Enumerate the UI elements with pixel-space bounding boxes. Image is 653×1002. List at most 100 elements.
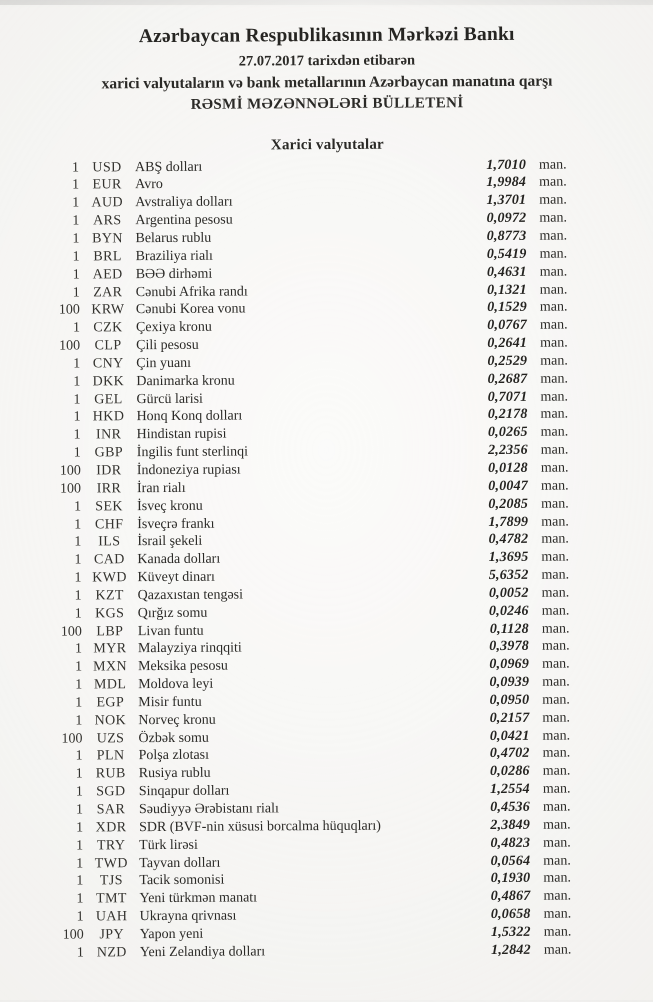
rate-quantity: 1: [73, 409, 81, 425]
rate-value: 0,0421: [489, 728, 530, 744]
rate-quantity: 1: [74, 517, 82, 533]
rate-unit: man.: [542, 817, 571, 833]
currency-name: Braziliya rialı: [135, 248, 213, 265]
rate-value: 1,9984: [486, 175, 527, 191]
rate-unit: man.: [542, 763, 571, 780]
currency-name: Cənubi Afrika randı: [135, 284, 248, 300]
rate-value: 1,7899: [488, 514, 529, 530]
rate-unit: man.: [543, 942, 572, 958]
currency-name: Meksika pesosu: [138, 658, 228, 675]
rate-quantity: 1: [72, 285, 80, 301]
currency-name: İngilis funt sterlinqi: [136, 444, 249, 461]
rate-unit: man.: [543, 835, 571, 851]
rate-value: 0,0047: [488, 478, 529, 494]
rate-value: 0,8773: [486, 228, 527, 245]
rate-quantity: 1: [72, 267, 80, 283]
currency-code: CHF: [94, 516, 124, 532]
rate-unit: man.: [539, 264, 568, 280]
rate-value: 0,0246: [488, 603, 529, 619]
rate-unit: man.: [541, 496, 569, 512]
currency-name: Belarus rublu: [135, 230, 212, 247]
rate-value: 0,0969: [489, 657, 530, 673]
rate-quantity: 1: [75, 713, 83, 729]
rate-value: 1,3701: [486, 193, 527, 209]
rate-quantity: 1: [75, 677, 83, 693]
rate-unit: man.: [540, 406, 569, 423]
rate-quantity: 1: [72, 320, 81, 336]
rate-unit: man.: [540, 335, 568, 351]
rate-unit: man.: [539, 282, 568, 298]
rate-quantity: 1: [76, 945, 84, 961]
rate-unit: man.: [539, 210, 567, 226]
rate-unit: man.: [539, 246, 568, 262]
rate-unit: man.: [543, 853, 571, 869]
rate-quantity: 1: [74, 641, 83, 657]
bank-title: Azərbaycan Respublikasının Mərkəzi Bankı: [138, 23, 515, 48]
rate-value: 0,4782: [488, 532, 529, 548]
rate-quantity: 1: [74, 570, 82, 586]
currency-code: AUD: [91, 195, 124, 211]
currency-code: MDL: [93, 677, 127, 693]
currency-name: Səudiyyə Ərəbistanı rialı: [138, 801, 279, 818]
rate-value: 0,2178: [487, 407, 528, 423]
section-title-foreign-currencies: Xarici valyutalar: [270, 136, 384, 153]
rate-unit: man.: [542, 781, 571, 797]
rate-quantity: 1: [76, 838, 84, 854]
rate-value: 0,0939: [489, 674, 530, 691]
currency-name: Kanada dolları: [137, 551, 221, 568]
rate-quantity: 100: [59, 481, 82, 497]
currency-code: MYR: [93, 641, 127, 657]
rate-value: 0,4536: [490, 799, 530, 816]
rate-value: 0,0128: [488, 460, 528, 476]
rate-quantity: 1: [74, 606, 82, 622]
currency-name: İsveç kronu: [137, 498, 203, 514]
currency-code: KZT: [95, 588, 124, 604]
rate-value: 0,4702: [489, 746, 530, 762]
currency-name: SDR (BVF-nin xüsusi borcalma hüquqları): [139, 818, 381, 836]
currency-code: NOK: [94, 713, 127, 729]
currency-name: Honq Konq dolları: [136, 408, 243, 425]
rate-unit: man.: [542, 656, 570, 672]
currency-code: GEL: [94, 391, 123, 408]
rate-value: 0,0972: [486, 210, 527, 227]
currency-code: SGD: [96, 784, 126, 800]
rate-value: 0,3978: [489, 639, 529, 655]
rate-quantity: 1: [74, 534, 82, 550]
currency-name: Polşa zlotası: [138, 748, 210, 764]
rate-quantity: 1: [71, 160, 80, 176]
currency-code: ILS: [98, 534, 121, 550]
currency-code: SAR: [96, 802, 126, 818]
rate-unit: man.: [543, 888, 572, 904]
rate-value: 0,5419: [486, 246, 527, 262]
rate-unit: man.: [542, 745, 571, 762]
rate-value: 0,7071: [487, 389, 528, 405]
rate-unit: man.: [541, 531, 569, 548]
currency-name: Çin yuanı: [136, 355, 192, 372]
rate-value: 1,3695: [488, 549, 529, 566]
currency-code: MXN: [93, 659, 128, 675]
currency-code: TWD: [94, 855, 128, 871]
rate-quantity: 1: [76, 820, 84, 836]
rate-unit: man.: [543, 906, 572, 922]
rate-quantity: 1: [74, 588, 82, 604]
currency-name: İsveçrə frankı: [137, 516, 215, 532]
currency-code: CNY: [92, 356, 124, 372]
rate-quantity: 1: [75, 659, 83, 675]
currency-code: NZD: [96, 944, 127, 961]
rate-unit: man.: [541, 603, 570, 619]
bulletin-title: RƏSMİ MƏZƏNNƏLƏRİ BÜLLETENİ: [190, 95, 464, 113]
rate-quantity: 1: [73, 374, 81, 390]
currency-name: BƏƏ dirhəmi: [135, 266, 213, 282]
rate-value: 1,5322: [490, 924, 531, 940]
rate-quantity: 100: [60, 624, 82, 640]
rate-value: 0,1128: [489, 621, 529, 637]
rate-quantity: 1: [75, 802, 83, 818]
rate-unit: man.: [542, 674, 570, 690]
currency-name: Norveç kronu: [138, 712, 216, 728]
currency-name: Avstraliya dolları: [135, 194, 233, 211]
currency-name: Gürcü larisi: [136, 391, 203, 407]
rate-unit: man.: [542, 692, 570, 708]
currency-name: Moldova leyi: [138, 676, 214, 693]
